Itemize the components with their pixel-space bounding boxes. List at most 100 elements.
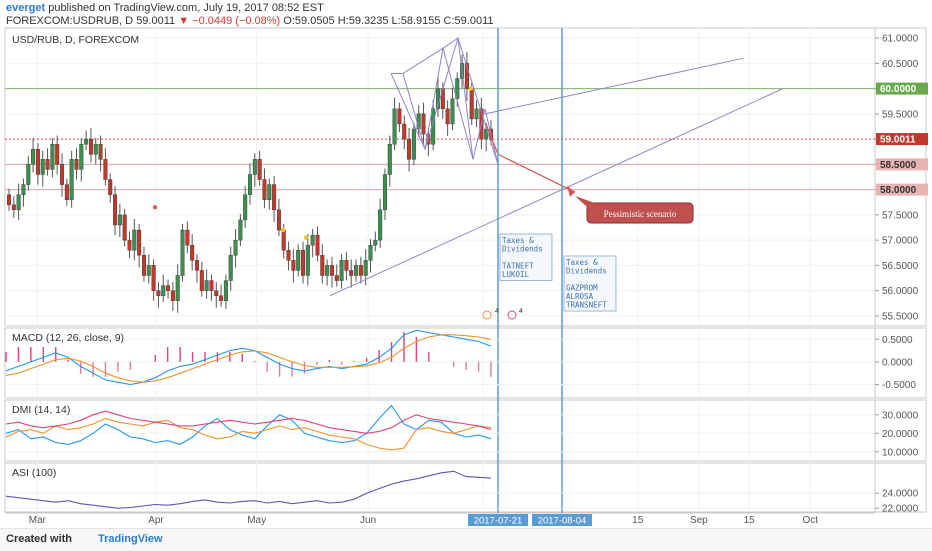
note-tatneft-line: Dividends (502, 245, 543, 254)
candle-body (204, 280, 209, 291)
candle-body (373, 239, 378, 246)
candle-body (180, 229, 185, 276)
y-tick-label: 55.5000 (882, 311, 919, 322)
pane-frame-3 (4, 462, 927, 513)
event-icon (482, 310, 492, 320)
candle-body (117, 214, 122, 226)
candle-body (16, 194, 21, 211)
price-label: 58.5000 (880, 160, 917, 171)
candle-body (233, 239, 238, 256)
pane-frame-2 (4, 399, 927, 462)
note-gazprom-box (563, 255, 617, 312)
candle-body (344, 260, 349, 271)
y-tick-label: 30.0000 (882, 410, 919, 421)
candle-body (243, 194, 248, 221)
candle-body (387, 143, 392, 175)
candle-body (156, 290, 161, 296)
y-tick-label: -0.5000 (882, 380, 916, 391)
price-label-bg (876, 158, 928, 171)
candle-body (368, 244, 373, 261)
candle-body (35, 149, 40, 175)
candle-body (93, 143, 98, 155)
y-tick-label: 20.0000 (882, 429, 919, 440)
marker-dot (303, 235, 309, 240)
pattern-link (442, 48, 474, 160)
publish-info: everget published on TradingView.com, Ju… (6, 2, 324, 14)
x-tick-label: Oct (803, 515, 819, 526)
macd-title: MACD (12, 26, close, 9) (12, 332, 124, 344)
y-tick-label: 56.5000 (882, 261, 919, 272)
candle-body (305, 244, 310, 276)
candle-body (103, 159, 108, 180)
candle-body (127, 239, 132, 251)
event-label: 4 (495, 308, 499, 315)
candle-body (146, 265, 151, 276)
candle-body (55, 143, 60, 165)
pattern-inner (390, 36, 499, 165)
y-tick-label: 57.5000 (882, 210, 919, 221)
arrow-head (567, 185, 575, 197)
x-tick-label: 15 (632, 515, 644, 526)
candle-body (354, 265, 359, 276)
candle-body (296, 250, 301, 271)
candle-body (397, 108, 402, 125)
candle-body (411, 128, 416, 160)
candle-body (421, 113, 426, 135)
candle-body (238, 219, 243, 241)
event-icon (507, 310, 517, 320)
marker-dot (152, 205, 158, 210)
macd-series-0 (5, 329, 492, 386)
note-tatneft-line: LUKOIL (502, 270, 530, 279)
tradingview-logo[interactable]: TradingView (98, 533, 163, 545)
author-name[interactable]: everget (6, 2, 46, 14)
note-gazprom-line: ALROSA (566, 292, 594, 301)
candle-body (407, 138, 412, 160)
x-tick-label: May (247, 515, 266, 526)
marker-dot (280, 227, 286, 233)
candle-body (214, 290, 219, 296)
y-tick-label: 61.0000 (882, 34, 919, 45)
candle-body (329, 265, 334, 276)
candle-body (272, 184, 277, 211)
candle-body (392, 108, 397, 145)
candle-body (26, 164, 31, 185)
footer: Created with TradingView (0, 528, 932, 551)
candle-body (363, 260, 368, 276)
candle-body (194, 260, 199, 271)
candle-body (440, 88, 445, 110)
price-label-bg (876, 133, 928, 146)
y-tick-label: 10.0000 (882, 447, 919, 458)
candle-body (50, 143, 55, 170)
price-label: 59.0011 (880, 135, 916, 146)
candle-body (209, 280, 214, 291)
date-marker-bg (532, 514, 592, 526)
candle-body (252, 159, 257, 175)
candle-body (151, 265, 156, 291)
candle-body (267, 184, 272, 200)
candle-body (60, 164, 65, 185)
y-tick-label: 57.0000 (882, 236, 919, 247)
y-tick-label: 0.0000 (882, 357, 913, 368)
candle-body (334, 275, 339, 281)
candle-body (161, 285, 166, 296)
marker-dot (468, 86, 474, 91)
date-marker-bg (468, 514, 528, 526)
chart-canvas[interactable]: MarAprMayJunJul15Sep15Oct61.000060.50006… (0, 0, 932, 528)
candle-body (11, 204, 16, 211)
candle-body (339, 260, 344, 281)
candle-body (137, 229, 142, 256)
note-tatneft-box (499, 233, 553, 281)
publish-date: published on TradingView.com, July 19, 2… (48, 2, 324, 14)
symbol-label: FOREXCOM:USDRUB, D (6, 15, 134, 27)
candle-body (166, 285, 171, 291)
candle-body (64, 184, 69, 200)
candle-body (325, 265, 330, 276)
candle-body (223, 280, 228, 301)
candle-body (450, 98, 455, 125)
x-tick-label: Sep (690, 515, 708, 526)
price-label-bg (876, 82, 928, 95)
candle-body (291, 260, 296, 271)
candle-body (382, 174, 387, 211)
x-tick-label: Mar (29, 515, 47, 526)
candle-body (122, 214, 127, 241)
